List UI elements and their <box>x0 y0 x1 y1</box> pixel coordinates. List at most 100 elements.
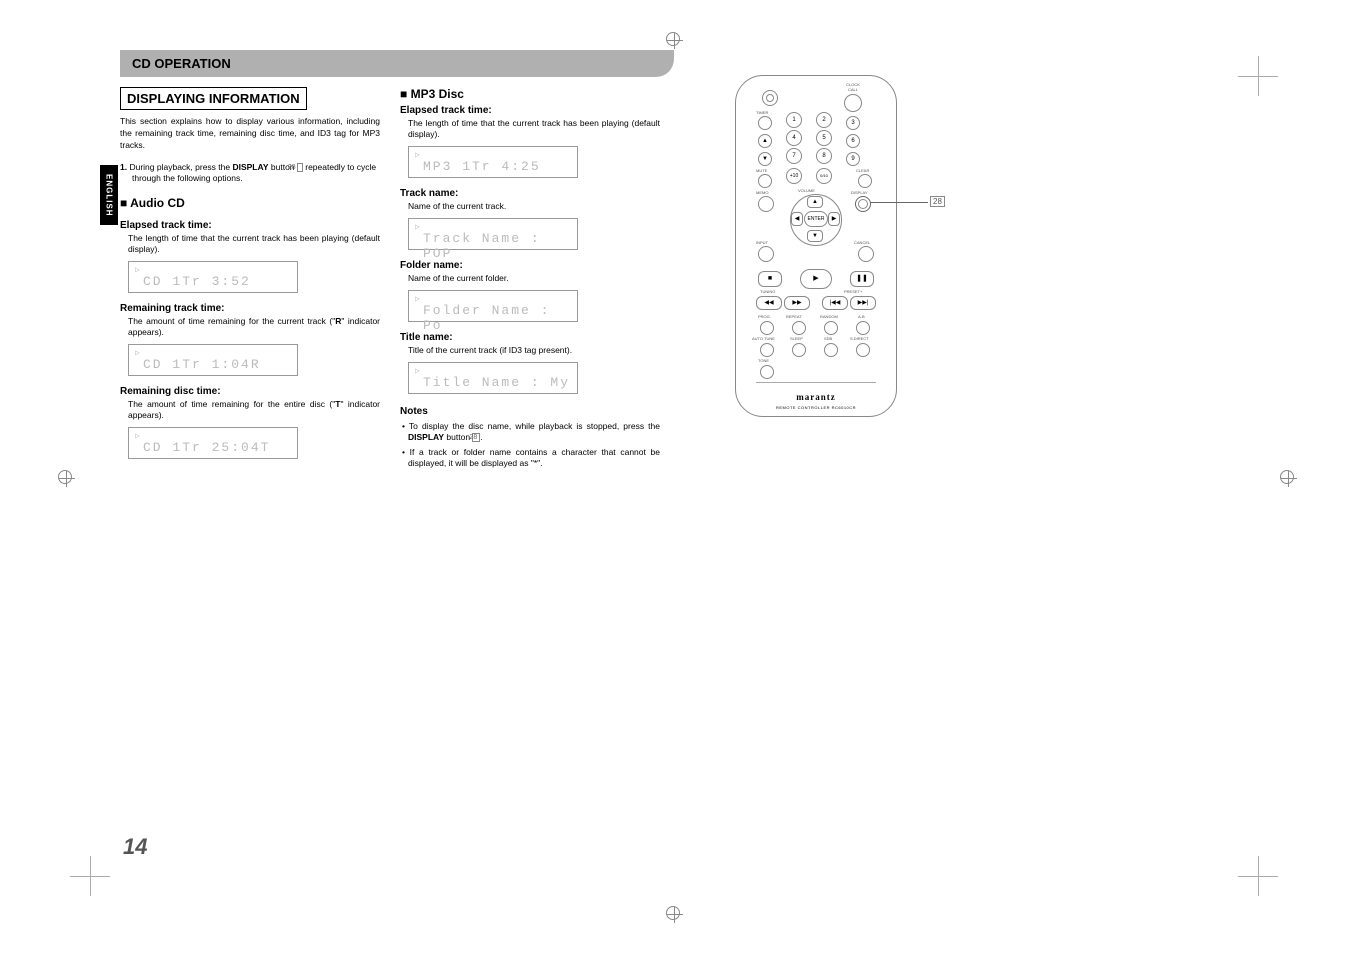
lcd-display: ▷ Folder Name : Po <box>408 290 578 322</box>
note-item: • If a track or folder name contains a c… <box>400 447 660 469</box>
remote-btn-input <box>758 246 774 262</box>
remote-label-mute: MUTE <box>756 168 767 173</box>
lcd-display: ▷ CD 1Tr 1:04R <box>128 344 298 376</box>
remote-btn-clock <box>844 94 862 112</box>
remote-label-autotune: AUTO TUNE <box>752 336 775 341</box>
column-2: MP3 Disc Elapsed track time: The length … <box>400 87 660 469</box>
remote-btn-cancel <box>858 246 874 262</box>
remote-btn-down2: ▼ <box>807 230 823 242</box>
trackname-heading: Track name: <box>400 188 660 199</box>
remote-brand: marantz <box>736 392 896 402</box>
remote-label-repeat: REPEAT <box>786 314 802 319</box>
foldername-desc: Name of the current folder. <box>408 273 660 284</box>
callout-label: 28 <box>930 196 945 207</box>
play-icon: ▷ <box>135 348 142 358</box>
remote-btn-prog <box>760 321 774 335</box>
lcd-text: Track Name : POP <box>423 231 577 261</box>
intro-text: This section explains how to display var… <box>120 116 380 152</box>
remaining-track-heading: Remaining track time: <box>120 303 380 314</box>
remote-label-memo: MEMO <box>756 190 768 195</box>
registration-mark <box>666 906 680 920</box>
remote-btn-2: 2 <box>816 112 832 128</box>
remote-label-clear: CLEAR <box>856 168 869 173</box>
remote-btn-ab <box>856 321 870 335</box>
remote-btn-enter: ENTER <box>804 211 828 227</box>
remote-btn-play: ▶ <box>800 269 832 289</box>
play-icon: ▷ <box>415 222 422 232</box>
registration-mark <box>58 470 72 484</box>
remote-brand-sub: REMOTE CONTROLLER RC6010CR <box>736 405 896 410</box>
remote-label-clock: CLOCK CALL <box>838 82 868 92</box>
registration-mark <box>666 32 680 46</box>
remote-btn-down: ▼ <box>758 152 772 166</box>
note-text: . <box>480 432 482 442</box>
remote-btn-random <box>824 321 838 335</box>
notes-heading: Notes <box>400 406 660 417</box>
remote-label-sdirect: S.DIRECT <box>850 336 869 341</box>
remote-btn-right: ▶ <box>828 212 840 226</box>
lcd-text: MP3 1Tr 4:25 <box>423 159 541 174</box>
remote-btn-left: ◀ <box>791 212 803 226</box>
lcd-text: Folder Name : Po <box>423 303 577 333</box>
remote-label-tuning: TUNING <box>760 289 775 294</box>
desc-text: The amount of time remaining for the cur… <box>128 316 335 326</box>
lcd-display: ▷ Track Name : POP <box>408 218 578 250</box>
remote-btn-up2: ▲ <box>807 196 823 208</box>
foldername-heading: Folder name: <box>400 260 660 271</box>
remote-btn-3: 3 <box>846 116 860 130</box>
play-icon: ▷ <box>415 150 422 160</box>
lcd-text: CD 1Tr 25:04T <box>143 440 270 455</box>
play-icon: ▷ <box>135 431 142 441</box>
remote-btn-stop: ■ <box>758 271 782 287</box>
remote-label-display: DISPLAY <box>851 190 868 195</box>
remaining-disc-heading: Remaining disc time: <box>120 386 380 397</box>
remote-btn-next: ▶▶| <box>850 296 876 310</box>
content-columns: DISPLAYING INFORMATION This section expl… <box>120 87 1240 469</box>
language-tab: ENGLISH <box>100 165 118 225</box>
section-header: CD OPERATION <box>120 50 674 77</box>
remote-label-sleep: SLEEP <box>790 336 803 341</box>
remote-btn-4: 4 <box>786 130 802 146</box>
remote-btn-sdb <box>824 343 838 357</box>
elapsed-track-desc: The length of time that the current trac… <box>128 233 380 255</box>
remote-btn-plus10: +10 <box>786 168 802 184</box>
manual-page: ENGLISH CD OPERATION DISPLAYING INFORMAT… <box>120 50 1240 850</box>
remote-btn-autotune <box>760 343 774 357</box>
remote-btn-display <box>858 199 868 209</box>
step-text: During playback, press the <box>129 162 232 172</box>
remote-btn-ff: ▶▶ <box>784 296 810 310</box>
remote-label-ab: A-B <box>858 314 865 319</box>
column-1: DISPLAYING INFORMATION This section expl… <box>120 87 380 469</box>
step-num: 1. <box>120 162 127 172</box>
mp3-elapsed-heading: Elapsed track time: <box>400 105 660 116</box>
remote-btn-clear <box>858 174 872 188</box>
remote-label-sdb: SDB <box>824 336 832 341</box>
lcd-text: CD 1Tr 1:04R <box>143 357 261 372</box>
remote-label-preset: PRESET+ <box>844 289 862 294</box>
remote-btn-memo <box>758 196 774 212</box>
page-number: 14 <box>123 834 147 860</box>
remote-btn-power <box>762 90 778 106</box>
desc-text: The amount of time remaining for the ent… <box>128 399 335 409</box>
box-title: DISPLAYING INFORMATION <box>120 87 307 110</box>
remote-label-cancel: CANCEL <box>854 240 870 245</box>
remote-illustration: CLOCK CALL TIMER 1 2 3 ▲ 4 5 6 ▼ 7 8 9 M… <box>735 75 897 417</box>
lcd-display: ▷ Title Name : My <box>408 362 578 394</box>
remote-btn-8: 8 <box>816 148 832 164</box>
remaining-track-desc: The amount of time remaining for the cur… <box>128 316 380 338</box>
remote-btn-0: 0/10 <box>816 168 832 184</box>
remote-btn-sdirect <box>856 343 870 357</box>
play-icon: ▷ <box>135 265 142 275</box>
note-text: If a track or folder name contains a cha… <box>408 447 660 468</box>
callout-leader <box>870 202 928 203</box>
note-text: button <box>444 432 472 442</box>
remote-btn-repeat <box>792 321 806 335</box>
remote-btn-prev: |◀◀ <box>822 296 848 310</box>
remote-btn-up: ▲ <box>758 134 772 148</box>
power-icon <box>766 94 774 102</box>
crop-mark <box>1238 56 1278 96</box>
remote-btn-rew: ◀◀ <box>756 296 782 310</box>
remote-btn-7: 7 <box>786 148 802 164</box>
play-icon: ▷ <box>415 294 422 304</box>
remaining-disc-desc: The amount of time remaining for the ent… <box>128 399 380 421</box>
